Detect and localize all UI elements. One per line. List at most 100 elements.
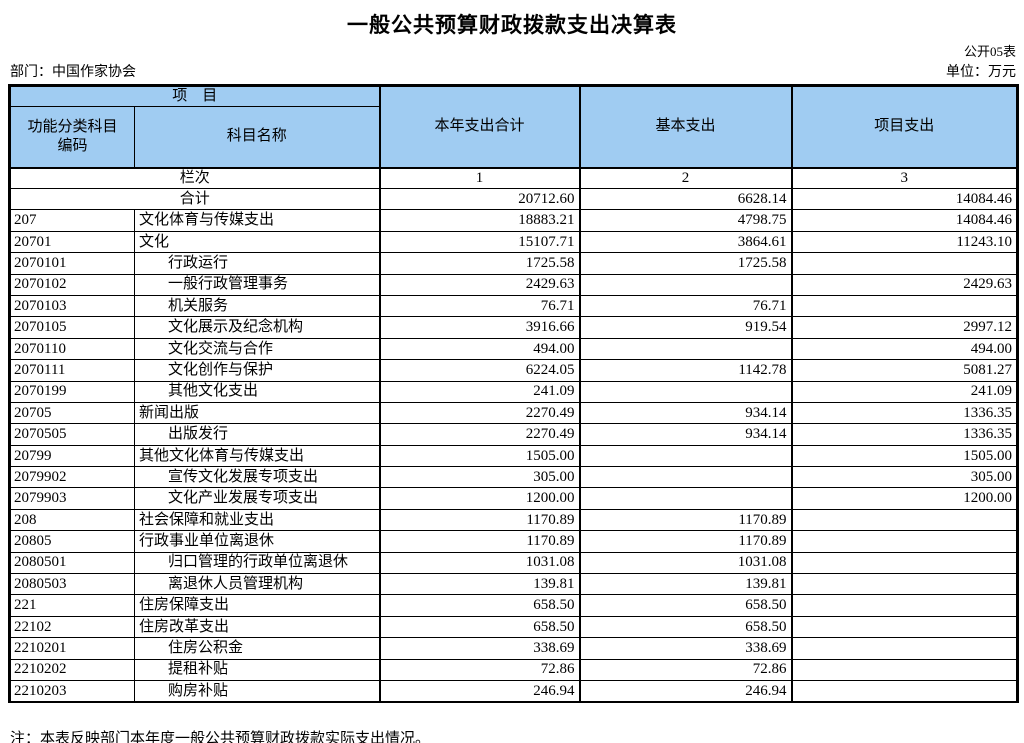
name-cell: 文化 <box>133 230 381 254</box>
table-row: 2210202 提租补贴 72.86 72.86 <box>8 658 1020 681</box>
header-row-label: 栏次 <box>7 167 381 189</box>
code-cell: 2070505 <box>8 423 135 446</box>
project-cell <box>790 615 1020 639</box>
project-cell <box>790 679 1020 703</box>
table-row: 2070110 文化交流与合作 494.00 494.00 <box>8 337 1020 361</box>
table-row: 2070103 机关服务 76.71 76.71 <box>8 294 1020 318</box>
name-cell: 出版发行 <box>133 423 381 446</box>
name-cell: 文化产业发展专项支出 <box>133 487 381 510</box>
basic-cell: 1170.89 <box>578 508 793 532</box>
table-row: 20705 新闻出版 2270.49 934.14 1336.35 <box>8 401 1020 425</box>
name-cell: 提租补贴 <box>133 658 381 681</box>
code-cell: 2080503 <box>8 573 135 596</box>
project-cell <box>790 508 1020 532</box>
name-cell: 一般行政管理事务 <box>133 273 381 296</box>
total-cell: 494.00 <box>378 337 581 361</box>
basic-cell <box>578 273 793 296</box>
total-cell: 15107.71 <box>378 230 581 254</box>
basic-cell <box>578 444 793 468</box>
total-cell: 1200.00 <box>378 487 581 510</box>
name-cell: 文化展示及纪念机构 <box>133 316 381 339</box>
basic-cell: 246.94 <box>578 679 793 703</box>
total-cell: 2429.63 <box>378 273 581 296</box>
table-row: 2080503 离退休人员管理机构 139.81 139.81 <box>8 573 1020 596</box>
project-cell: 241.09 <box>790 380 1020 403</box>
basic-cell: 76.71 <box>578 294 793 318</box>
project-cell: 2997.12 <box>790 316 1020 339</box>
table-row: 208 社会保障和就业支出 1170.89 1170.89 <box>8 508 1020 532</box>
name-cell: 文化体育与传媒支出 <box>133 209 381 232</box>
total-cell: 139.81 <box>378 573 581 596</box>
footnote: 注：本表反映部门本年度一般公共预算财政拨款实际支出情况。 <box>10 731 431 743</box>
column-number-3: 3 <box>790 167 1020 189</box>
total-cell: 76.71 <box>378 294 581 318</box>
total-cell: 1725.58 <box>378 252 581 275</box>
total-cell: 658.50 <box>378 615 581 639</box>
basic-cell: 1142.78 <box>578 359 793 382</box>
table-row: 2070105 文化展示及纪念机构 3916.66 919.54 2997.12 <box>8 316 1020 339</box>
basic-cell: 934.14 <box>578 401 793 425</box>
name-cell: 购房补贴 <box>133 679 381 703</box>
code-cell: 2080501 <box>8 551 135 575</box>
code-cell: 2070105 <box>8 316 135 339</box>
name-cell: 住房公积金 <box>133 637 381 660</box>
total-cell: 20712.60 <box>378 187 581 211</box>
name-cell: 宣传文化发展专项支出 <box>133 466 381 489</box>
code-cell: 207 <box>8 209 135 232</box>
code-cell: 208 <box>8 508 135 532</box>
basic-cell: 658.50 <box>578 594 793 617</box>
table-row: 221 住房保障支出 658.50 658.50 <box>8 594 1020 617</box>
header-project-group: 项 目 <box>7 84 381 107</box>
page-title: 一般公共预算财政拨款支出决算表 <box>347 13 677 37</box>
project-cell: 5081.27 <box>790 359 1020 382</box>
name-cell: 其他文化体育与传媒支出 <box>133 444 381 468</box>
name-cell: 归口管理的行政单位离退休 <box>133 551 381 575</box>
table-row: 2210203 购房补贴 246.94 246.94 <box>8 679 1020 703</box>
table-row: 20805 行政事业单位离退休 1170.89 1170.89 <box>8 530 1020 553</box>
total-cell: 1170.89 <box>378 508 581 532</box>
header-name-col: 科目名称 <box>133 106 381 169</box>
total-cell: 1505.00 <box>378 444 581 468</box>
project-cell <box>790 252 1020 275</box>
code-cell: 2070101 <box>8 252 135 275</box>
project-cell: 1336.35 <box>790 401 1020 425</box>
total-cell: 658.50 <box>378 594 581 617</box>
column-number-2: 2 <box>578 167 793 189</box>
code-cell: 2079903 <box>8 487 135 510</box>
basic-cell: 1031.08 <box>578 551 793 575</box>
total-cell: 72.86 <box>378 658 581 681</box>
total-cell: 241.09 <box>378 380 581 403</box>
project-cell: 14084.46 <box>790 187 1020 211</box>
meta-line: 部门：中国作家协会 单位：万元 <box>10 61 1016 81</box>
code-cell: 2079902 <box>8 466 135 489</box>
project-cell: 1200.00 <box>790 487 1020 510</box>
basic-cell: 934.14 <box>578 423 793 446</box>
project-cell <box>790 594 1020 617</box>
budget-expenditure-table: 项 目 本年支出合计 基本支出 项目支出 功能分类科目 编码 科目名称 栏次 1… <box>7 84 1020 703</box>
header-code-col: 功能分类科目 编码 <box>8 106 135 169</box>
table-row: 2079902 宣传文化发展专项支出 305.00 305.00 <box>8 466 1020 489</box>
table-row: 22102 住房改革支出 658.50 658.50 <box>8 615 1020 639</box>
total-row: 合计 20712.60 6628.14 14084.46 <box>7 187 1020 211</box>
total-cell: 1170.89 <box>378 530 581 553</box>
project-cell: 1336.35 <box>790 423 1020 446</box>
header-basic-col: 基本支出 <box>578 84 793 169</box>
code-cell: 2210202 <box>8 658 135 681</box>
table-row: 2070505 出版发行 2270.49 934.14 1336.35 <box>8 423 1020 446</box>
basic-cell <box>578 466 793 489</box>
table-row: 2070101 行政运行 1725.58 1725.58 <box>8 252 1020 275</box>
code-cell: 2070102 <box>8 273 135 296</box>
project-cell: 494.00 <box>790 337 1020 361</box>
department-label: 部门：中国作家协会 <box>10 65 136 80</box>
header-project-col: 项目支出 <box>790 84 1020 169</box>
basic-cell: 6628.14 <box>578 187 793 211</box>
code-cell: 20799 <box>8 444 135 468</box>
total-cell: 2270.49 <box>378 401 581 425</box>
name-cell: 文化创作与保护 <box>133 359 381 382</box>
code-cell: 20705 <box>8 401 135 425</box>
basic-cell: 3864.61 <box>578 230 793 254</box>
name-cell: 文化交流与合作 <box>133 337 381 361</box>
project-cell: 14084.46 <box>790 209 1020 232</box>
total-cell: 3916.66 <box>378 316 581 339</box>
